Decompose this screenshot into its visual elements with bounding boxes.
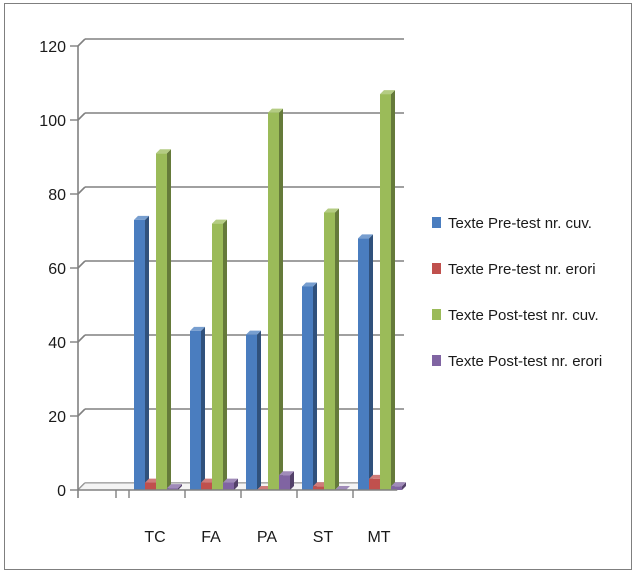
gridline-connector <box>77 38 86 47</box>
bar <box>134 215 149 490</box>
x-tick-label: ST <box>313 529 334 546</box>
bar-front <box>279 475 290 490</box>
x-tick-label: FA <box>201 529 221 546</box>
legend-label: Texte Post-test nr. cuv. <box>448 307 599 324</box>
bar-front <box>380 94 391 490</box>
y-tick-label: 100 <box>39 113 66 130</box>
axes-layer: 0 20 40 60 80 100 120 TC FA PA ST MT <box>39 39 397 546</box>
bar-top <box>302 282 317 287</box>
bar-top <box>190 326 205 331</box>
bar-side <box>167 149 171 491</box>
bar-top <box>268 108 283 113</box>
bar-front <box>167 488 178 490</box>
legend: Texte Pre-test nr. cuv. Texte Pre-test nr… <box>432 215 602 370</box>
y-tick-label: 0 <box>57 483 66 500</box>
gridline-connector <box>77 408 86 417</box>
bar <box>167 484 182 490</box>
bar <box>246 330 261 490</box>
legend-swatch <box>432 217 441 228</box>
bar-front <box>391 486 402 490</box>
bar-top <box>212 219 227 224</box>
bar-side <box>335 208 339 490</box>
y-tick-label: 120 <box>39 39 66 56</box>
bar-side <box>391 90 395 490</box>
bar-front <box>313 486 324 490</box>
bar-front <box>134 219 145 490</box>
bar <box>380 90 395 490</box>
bar <box>156 149 171 491</box>
bar-top <box>246 330 261 335</box>
bar-top <box>324 208 339 213</box>
legend-swatch <box>432 355 441 366</box>
gridline-connector <box>77 334 86 343</box>
bar-top <box>380 90 395 95</box>
gridline-connector <box>77 112 86 121</box>
bar-front <box>201 482 212 490</box>
legend-swatch <box>432 263 441 274</box>
grid-layer <box>77 38 404 491</box>
y-tick-label: 20 <box>48 409 66 426</box>
bar-side <box>279 108 283 490</box>
bar-front <box>223 482 234 490</box>
bar-top <box>167 484 182 489</box>
bar-top <box>156 149 171 154</box>
gridline-connector <box>77 186 86 195</box>
bar <box>212 219 227 490</box>
x-tick-label: PA <box>257 529 277 546</box>
bar-top <box>279 471 294 476</box>
bar-side <box>234 478 238 490</box>
bar <box>391 482 406 490</box>
bar-front <box>212 223 223 490</box>
bar-top <box>134 215 149 220</box>
bar <box>268 108 283 490</box>
bar <box>302 282 317 490</box>
bar-side <box>223 219 227 490</box>
bar-front <box>246 334 257 490</box>
bar <box>358 234 373 490</box>
bar <box>223 478 238 490</box>
bar-top <box>335 486 350 490</box>
bar-top <box>223 478 238 483</box>
bar <box>190 326 205 490</box>
legend-swatch <box>432 309 441 320</box>
floor-plane <box>76 482 406 491</box>
legend-label: Texte Pre-test nr. cuv. <box>448 215 592 232</box>
x-tick-label: TC <box>144 529 165 546</box>
bar-front <box>358 238 369 490</box>
chart-frame <box>4 3 632 570</box>
bar-side <box>290 471 294 490</box>
chart-floor <box>76 482 406 491</box>
bar-top <box>358 234 373 239</box>
y-tick-label: 80 <box>48 187 66 204</box>
bar-front <box>156 153 167 491</box>
bar-side <box>257 330 261 490</box>
bar-side <box>145 215 149 490</box>
bar-front <box>145 482 156 490</box>
bar-front <box>190 330 201 490</box>
bar-side <box>402 482 406 490</box>
bar-top <box>391 482 406 487</box>
y-tick-label: 60 <box>48 261 66 278</box>
bar-front <box>302 286 313 490</box>
bar-side <box>178 484 182 490</box>
legend-label: Texte Post-test nr. erori <box>448 353 602 370</box>
bar-side <box>313 282 317 490</box>
legend-label: Texte Pre-test nr. erori <box>448 261 596 278</box>
bar-front <box>324 212 335 490</box>
bar <box>279 471 294 490</box>
x-tick-label: MT <box>367 529 390 546</box>
bar <box>324 208 339 490</box>
gridline-connector <box>77 260 86 269</box>
bar-front <box>268 112 279 490</box>
y-tick-label: 40 <box>48 335 66 352</box>
bars-layer <box>134 90 406 491</box>
bar-side <box>369 234 373 490</box>
bar-front <box>369 478 380 490</box>
bar-side <box>201 326 205 490</box>
